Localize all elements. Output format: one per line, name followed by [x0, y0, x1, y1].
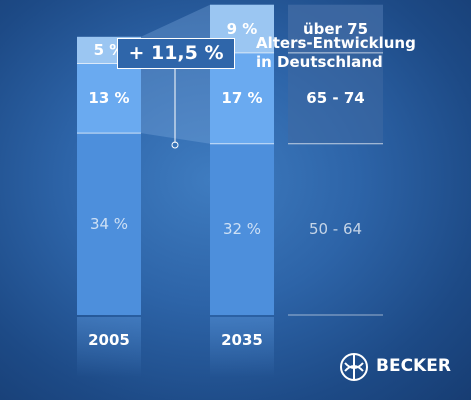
chart-title-line-2: in Deutschland: [256, 53, 383, 71]
data-label-2035-s2: 9 %: [226, 19, 258, 38]
becker-logo-icon: [340, 353, 368, 381]
bar-segment-2005-s1: [77, 63, 141, 134]
data-label-2005-s0: 34 %: [89, 215, 129, 234]
legend-group: [288, 4, 383, 316]
category-label-2005: 2005: [88, 331, 130, 349]
bars-group: [77, 4, 274, 377]
data-label-2035-s0: 32 %: [222, 220, 262, 239]
callout-leader-dot: [171, 141, 179, 149]
data-label-2005-s2: 5 %: [93, 41, 125, 60]
category-label-2035: 2035: [221, 331, 263, 349]
legend-label-s0: 50 - 64: [308, 220, 363, 239]
bar-reflection-2035: [210, 317, 274, 377]
bar-segment-2005-s0: [77, 133, 141, 315]
legend-box-s2: [288, 4, 383, 53]
chart-title: Alters-Entwicklung in Deutschland: [256, 34, 466, 72]
chart-title-line-1: Alters-Entwicklung: [256, 34, 416, 52]
data-label-2005-s1: 13 %: [88, 89, 130, 108]
brand-name: BECKER: [376, 356, 451, 376]
data-label-2035-s1: 17 %: [221, 89, 263, 108]
bar-segment-2035-s0: [210, 143, 274, 315]
growth-annotation: + 11,5 %: [117, 38, 235, 69]
legend-label-s1: 65 - 74: [306, 89, 365, 108]
legend-box-s1: [288, 52, 383, 144]
legend-label-s2: über 75: [302, 19, 369, 38]
bar-reflection-2005: [77, 317, 141, 377]
